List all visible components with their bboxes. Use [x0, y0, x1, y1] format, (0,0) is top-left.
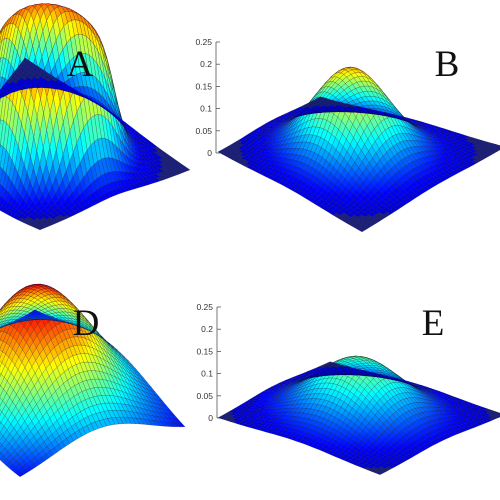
surface-quad [0, 97, 3, 99]
z-tick-label: 0 [208, 413, 213, 423]
surface-quad [0, 119, 4, 145]
surface-quad [0, 57, 4, 77]
surface-quad [0, 91, 3, 96]
surface-quad [0, 166, 4, 184]
surface-quad [0, 76, 3, 88]
surface-quad [0, 40, 2, 51]
surface-quad [0, 26, 4, 35]
surface-quad [0, 30, 3, 41]
surface-panel-d: D [0, 283, 186, 478]
surface-panel-a: A [0, 3, 191, 231]
z-tick-label: 0.15 [196, 346, 213, 356]
surface-quad [0, 195, 3, 203]
surface-quad [0, 204, 3, 209]
z-tick-label: 0.2 [200, 59, 212, 69]
z-tick-label: 0.05 [195, 126, 212, 136]
surface-mesh [0, 3, 191, 231]
z-tick-label: 0.1 [200, 104, 212, 114]
surface-quad [0, 144, 4, 168]
surface-mesh [217, 66, 500, 233]
surface-mesh [217, 355, 500, 475]
z-tick-label: 0.2 [201, 324, 213, 334]
z-tick-label: 0.1 [201, 369, 213, 379]
z-tick-label: 0.15 [195, 81, 212, 91]
z-tick-label: 0.25 [196, 302, 213, 312]
panel-letter: B [435, 44, 460, 85]
panel-letter: A [67, 44, 94, 85]
surface-panel-e: 00.050.10.150.20.25 E [196, 302, 500, 475]
panel-letter: D [73, 303, 100, 344]
surface-panel-b: 0 0.05 0.1 0.15 0.2 0.25 B [195, 37, 500, 233]
z-tick-label: 0.05 [196, 391, 213, 401]
z-tick-label: 0.25 [195, 37, 212, 47]
surface-quad [0, 57, 1, 64]
z-tick-label: 0 [207, 148, 212, 158]
surface-quad [0, 183, 3, 195]
